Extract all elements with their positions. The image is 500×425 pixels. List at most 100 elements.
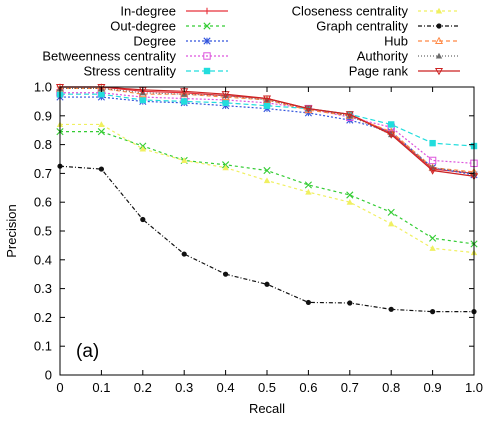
data-point-page-rank — [262, 95, 272, 103]
x-tick-label: 0.3 — [175, 380, 193, 395]
legend-label-authority: Authority — [357, 49, 409, 64]
legend-marker-closeness-centrality — [435, 7, 443, 14]
data-point-closeness-centrality — [181, 157, 188, 163]
legend-item-stress-centrality: Stress centrality — [84, 64, 228, 79]
legend-item-betweenness-centrality: Betweenness centrality — [42, 49, 228, 64]
legend-label-stress-centrality: Stress centrality — [84, 64, 177, 79]
x-tick-label: 0.1 — [92, 380, 110, 395]
data-point-stress-centrality — [181, 98, 188, 105]
legend-item-closeness-centrality: Closeness centrality — [292, 4, 460, 19]
data-point-out-degree — [429, 234, 437, 242]
x-tick-label: 0.5 — [258, 380, 276, 395]
series-group — [55, 83, 479, 315]
legend-item-authority: Authority — [357, 49, 460, 64]
y-tick-label: 0.9 — [34, 108, 52, 123]
data-point-closeness-centrality — [222, 164, 229, 171]
x-tick-label: 0.2 — [134, 380, 152, 395]
legend-item-hub: Hub — [384, 34, 460, 49]
x-tick-label: 0 — [56, 380, 63, 395]
legend-marker-page-rank — [434, 67, 444, 76]
series-out-degree — [56, 128, 478, 248]
series-line-out-degree — [60, 131, 475, 245]
data-point-stress-centrality — [388, 121, 395, 128]
data-point-closeness-centrality — [98, 121, 105, 127]
data-point-out-degree — [387, 208, 395, 216]
y-tick-label: 0.3 — [34, 281, 52, 296]
series-graph-centrality — [57, 163, 477, 315]
data-point-out-degree — [304, 181, 312, 189]
series-line-page-rank — [60, 86, 475, 177]
data-point-stress-centrality — [139, 96, 146, 104]
series-page-rank — [55, 83, 479, 181]
plot-frame — [59, 86, 475, 376]
legend-marker-out-degree — [203, 22, 211, 30]
data-point-page-rank — [304, 105, 313, 113]
data-point-graph-centrality — [181, 251, 187, 257]
data-point-graph-centrality — [347, 300, 353, 306]
data-point-graph-centrality — [305, 299, 311, 306]
y-tick-label: 0.4 — [34, 252, 52, 267]
y-tick-label: 0 — [45, 368, 52, 383]
legend-item-in-degree: In-degree — [120, 4, 228, 19]
x-tick-label: 0.9 — [424, 380, 442, 395]
legend-item-out-degree: Out-degree — [110, 19, 228, 34]
legend-item-page-rank: Page rank — [349, 64, 460, 79]
x-tick-label: 0.6 — [299, 380, 317, 395]
x-tick-label: 1.0 — [465, 380, 483, 395]
legend-marker-hub — [434, 36, 444, 45]
legend-label-page-rank: Page rank — [349, 64, 409, 79]
legend-label-graph-centrality: Graph centrality — [316, 19, 408, 34]
y-tick-label: 0.6 — [34, 195, 52, 210]
data-point-page-rank — [428, 167, 437, 175]
data-point-graph-centrality — [388, 306, 394, 312]
legend-marker-betweenness-centrality — [203, 52, 211, 60]
data-point-closeness-centrality — [305, 188, 312, 195]
data-point-closeness-centrality — [388, 220, 395, 227]
data-point-closeness-centrality — [263, 177, 271, 184]
data-point-graph-centrality — [140, 216, 146, 223]
data-point-page-rank — [345, 111, 354, 119]
data-point-closeness-centrality — [346, 199, 353, 205]
data-point-out-degree — [263, 166, 271, 175]
series-line-betweenness-centrality — [60, 92, 475, 164]
legend-label-betweenness-centrality: Betweenness centrality — [42, 49, 176, 64]
legend-marker-in-degree — [203, 7, 211, 15]
legend-marker-graph-centrality — [436, 23, 442, 29]
data-point-graph-centrality — [98, 166, 104, 172]
y-tick-label: 0.2 — [34, 310, 52, 325]
y-axis-label: Precision — [4, 204, 19, 257]
legend-marker-authority — [435, 52, 443, 59]
legend-label-out-degree: Out-degree — [110, 19, 176, 34]
data-point-authority — [263, 96, 271, 103]
data-point-graph-centrality — [264, 281, 270, 287]
data-point-page-rank — [387, 131, 396, 139]
y-tick-label: 0.8 — [34, 137, 52, 152]
data-point-authority — [346, 112, 353, 119]
y-tick-label: 0.7 — [34, 166, 52, 181]
data-point-out-degree — [346, 191, 354, 199]
legend-marker-degree — [203, 37, 211, 45]
data-point-closeness-centrality — [429, 245, 436, 251]
data-point-closeness-centrality — [139, 145, 146, 152]
x-axis-label: Recall — [249, 401, 285, 416]
axes-group: 0 0.1 0.2 0.3 0.4 0.5 0.6 0.7 0.8 0.9 1.0 0 0.1 0.2 0.… — [34, 80, 483, 396]
data-point-graph-centrality — [430, 309, 436, 315]
data-point-stress-centrality — [222, 99, 229, 107]
y-tick-label: 1.0 — [34, 80, 52, 95]
x-tick-label: 0.7 — [341, 380, 359, 395]
legend-marker-stress-centrality — [203, 67, 211, 75]
data-point-out-degree — [97, 128, 105, 136]
legend-label-closeness-centrality: Closeness centrality — [292, 4, 409, 19]
data-point-stress-centrality — [98, 91, 105, 98]
series-closeness-centrality — [56, 121, 478, 256]
series-line-degree — [60, 96, 475, 176]
series-line-stress-centrality — [60, 93, 475, 147]
data-point-stress-centrality — [263, 102, 271, 109]
legend-label-hub: Hub — [384, 34, 408, 49]
legend-item-degree: Degree — [133, 34, 228, 49]
legend-item-graph-centrality: Graph centrality — [316, 19, 460, 34]
panel-label: (a) — [76, 341, 99, 362]
